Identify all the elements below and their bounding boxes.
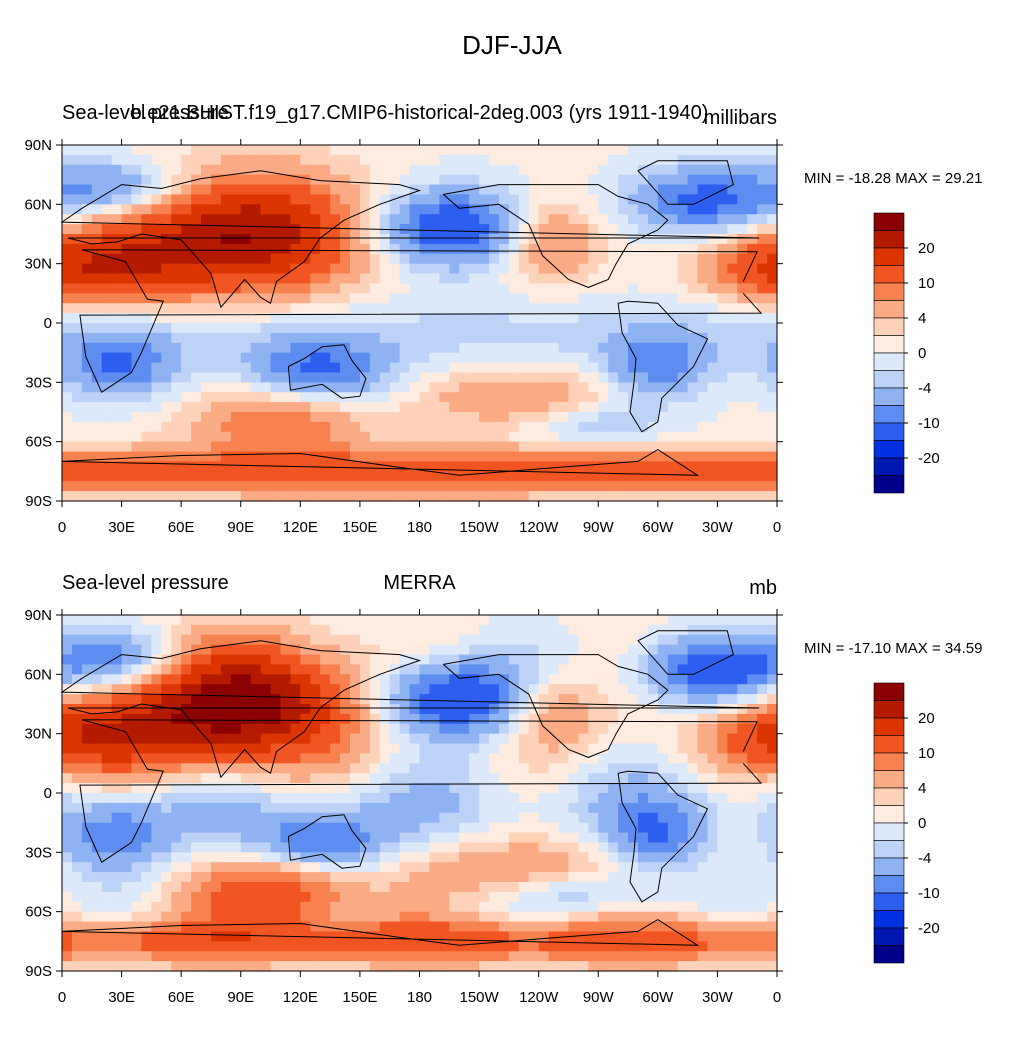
- lat-tick-label: 60S: [25, 904, 52, 921]
- colorbar-swatch: [874, 371, 904, 389]
- lon-tick-label: 30E: [108, 519, 135, 536]
- lon-tick-label: 0: [58, 989, 66, 1006]
- lon-tick-label: 150W: [459, 519, 499, 536]
- colorbar-swatch: [874, 318, 904, 336]
- colorbar-swatch: [874, 406, 904, 424]
- lat-tick-label: 30S: [25, 844, 52, 861]
- lon-tick-label: 90E: [227, 989, 254, 1006]
- lon-tick-label: 150W: [459, 989, 499, 1006]
- colorbar-swatch: [874, 388, 904, 406]
- colorbar-swatch: [874, 458, 904, 476]
- colorbar-tick-label: -4: [918, 850, 931, 867]
- colorbar: 20 10 4 0 -4 -10 -20: [860, 675, 1000, 965]
- colorbar-swatch: [874, 441, 904, 459]
- colorbar-swatch: [874, 876, 904, 894]
- colorbar-swatch: [874, 911, 904, 929]
- lon-tick-label: 30E: [108, 989, 135, 1006]
- lon-tick-label: 150E: [342, 519, 377, 536]
- lon-tick-label: 0: [773, 519, 781, 536]
- colorbar-tick-label: 0: [918, 345, 926, 362]
- colorbar-swatch: [874, 353, 904, 371]
- figure-title: DJF-JJA: [0, 30, 1024, 61]
- colorbar-swatch: [874, 701, 904, 719]
- lat-tick-label: 0: [44, 785, 52, 802]
- colorbar-swatch: [874, 683, 904, 701]
- lon-tick-label: 90W: [583, 989, 615, 1006]
- colorbar-tick-label: 4: [918, 310, 926, 327]
- colorbar-swatch: [874, 476, 904, 494]
- lon-tick-label: 120E: [283, 519, 318, 536]
- colorbar-swatch: [874, 248, 904, 266]
- colorbar-tick-label: 0: [918, 815, 926, 832]
- colorbar-swatch: [874, 736, 904, 754]
- lon-tick-label: 60W: [642, 989, 674, 1006]
- lat-tick-label: 90S: [25, 493, 52, 510]
- lat-tick-label: 0: [44, 315, 52, 332]
- colorbar-tick-label: -4: [918, 380, 931, 397]
- colorbar-tick-label: 10: [918, 275, 935, 292]
- colorbar-swatch: [874, 893, 904, 911]
- lat-tick-label: 30N: [24, 726, 52, 743]
- lat-tick-label: 90N: [24, 607, 52, 624]
- min-max-label: MIN = -17.10 MAX = 34.59: [804, 640, 982, 657]
- lon-tick-label: 60E: [168, 989, 195, 1006]
- lon-tick-label: 0: [773, 989, 781, 1006]
- lon-tick-label: 0: [58, 519, 66, 536]
- lat-tick-label: 60S: [25, 434, 52, 451]
- colorbar: 20 10 4 0 -4 -10 -20: [860, 205, 1000, 495]
- colorbar-swatch: [874, 806, 904, 824]
- lon-tick-label: 120E: [283, 989, 318, 1006]
- lon-tick-label: 60W: [642, 519, 674, 536]
- colorbar-tick-label: -20: [918, 920, 940, 937]
- colorbar-swatch: [874, 823, 904, 841]
- lat-tick-label: 60N: [24, 196, 52, 213]
- colorbar-swatch: [874, 928, 904, 946]
- lat-tick-label: 90S: [25, 963, 52, 980]
- colorbar-swatch: [874, 841, 904, 859]
- lon-tick-label: 90E: [227, 519, 254, 536]
- colorbar-tick-label: 20: [918, 240, 935, 257]
- lon-tick-label: 180: [407, 519, 432, 536]
- lon-tick-label: 90W: [583, 519, 615, 536]
- colorbar-tick-label: -20: [918, 450, 940, 467]
- colorbar-swatch: [874, 231, 904, 249]
- lon-tick-label: 60E: [168, 519, 195, 536]
- colorbar-tick-label: -10: [918, 885, 940, 902]
- colorbar-swatch: [874, 718, 904, 736]
- min-max-label: MIN = -18.28 MAX = 29.21: [804, 170, 982, 187]
- colorbar-tick-label: 20: [918, 710, 935, 727]
- lon-tick-label: 120W: [519, 519, 559, 536]
- colorbar-swatch: [874, 753, 904, 771]
- slp-difference-map: 90N 60N 30N 0 30S 60S 90S 0 30E 60E 90E 120E 150E 180…: [0, 95, 800, 575]
- colorbar-swatch: [874, 946, 904, 964]
- colorbar-swatch: [874, 266, 904, 284]
- lon-tick-label: 150E: [342, 989, 377, 1006]
- lat-tick-label: 30N: [24, 256, 52, 273]
- colorbar-swatch: [874, 858, 904, 876]
- colorbar-swatch: [874, 301, 904, 319]
- colorbar-tick-label: 4: [918, 780, 926, 797]
- lat-tick-label: 30S: [25, 374, 52, 391]
- lon-tick-label: 180: [407, 989, 432, 1006]
- colorbar-swatch: [874, 771, 904, 789]
- colorbar-swatch: [874, 423, 904, 441]
- lon-tick-label: 30W: [702, 519, 734, 536]
- colorbar-swatch: [874, 336, 904, 354]
- slp-difference-map: 90N 60N 30N 0 30S 60S 90S 0 30E 60E 90E 120E 150E 180…: [0, 565, 800, 1045]
- lat-tick-label: 60N: [24, 666, 52, 683]
- model-panel: Sea-level pressure b.e21.BHIST.f19_g17.C…: [0, 95, 1024, 575]
- lon-tick-label: 30W: [702, 989, 734, 1006]
- colorbar-swatch: [874, 283, 904, 301]
- colorbar-tick-label: -10: [918, 415, 940, 432]
- colorbar-swatch: [874, 788, 904, 806]
- colorbar-tick-label: 10: [918, 745, 935, 762]
- lat-tick-label: 90N: [24, 137, 52, 154]
- lon-tick-label: 120W: [519, 989, 559, 1006]
- obs-panel: Sea-level pressure MERRA mb MIN = -17.10…: [0, 565, 1024, 1045]
- colorbar-swatch: [874, 213, 904, 231]
